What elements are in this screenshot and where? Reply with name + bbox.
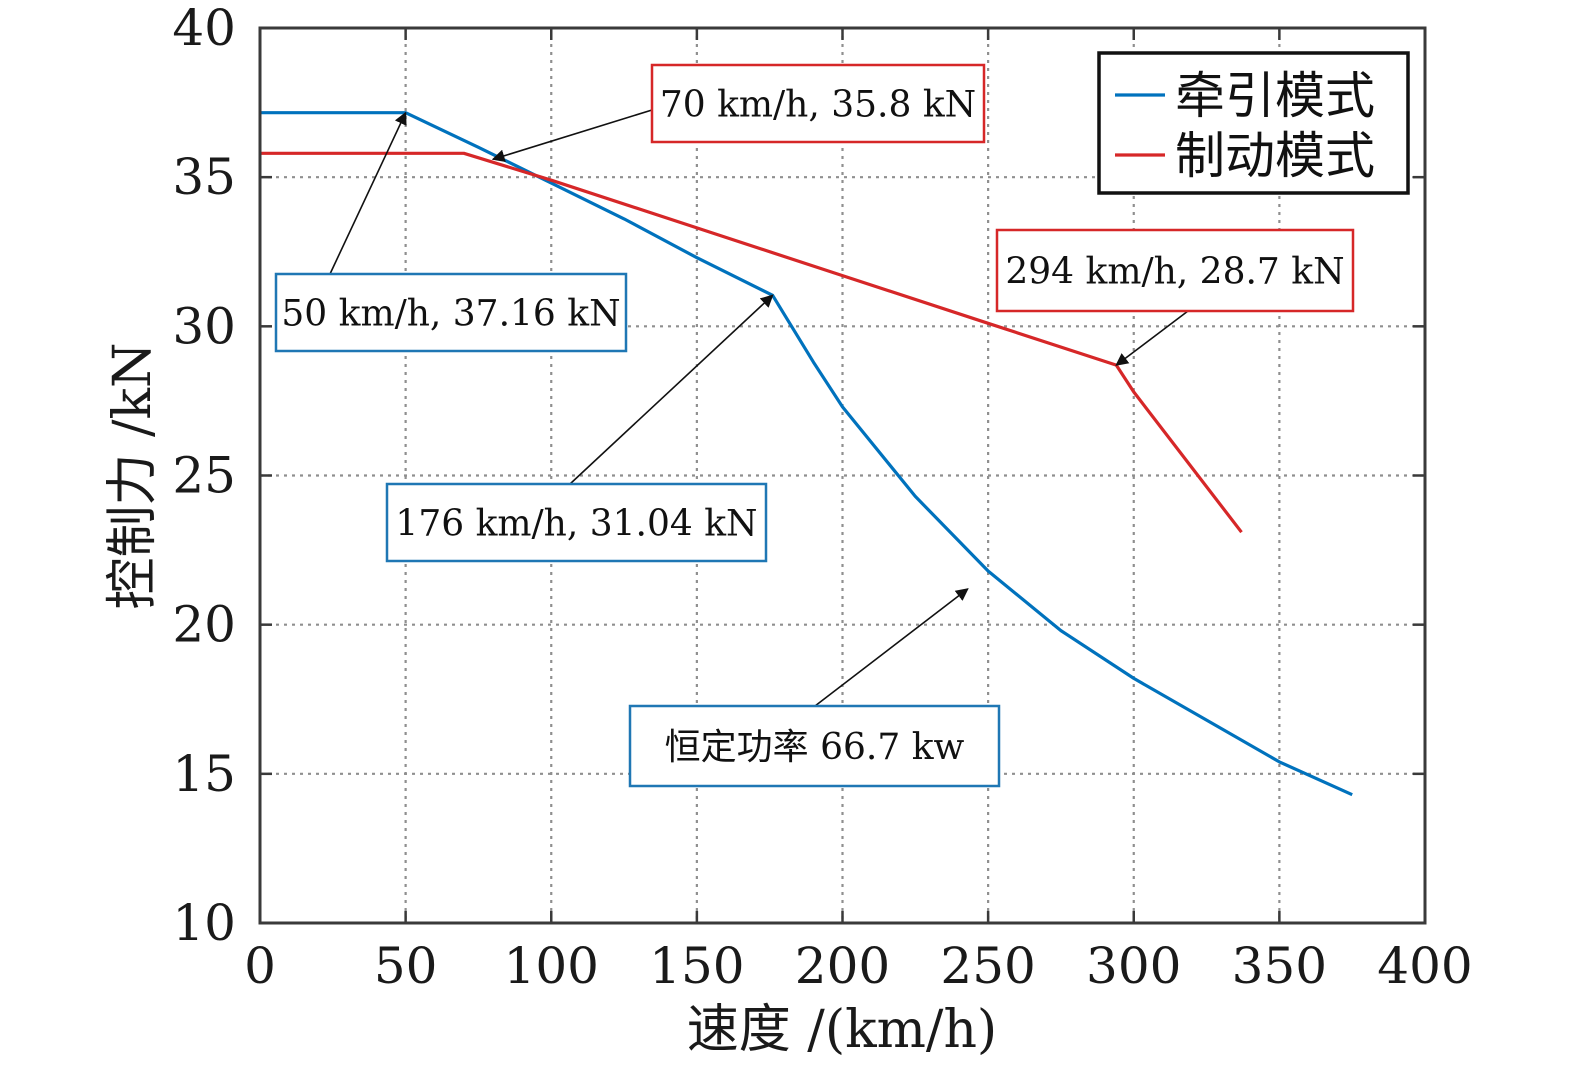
annotation-box	[650, 63, 986, 144]
annotation-label: 294 km/h, 28.7 kN	[1005, 252, 1344, 293]
annotation-label: 70 km/h, 35.8 kN	[660, 85, 976, 126]
x-tick-label: 150	[649, 937, 744, 995]
x-tick-label: 350	[1232, 937, 1327, 995]
y-tick-label: 40	[172, 0, 236, 57]
y-tick-label: 25	[172, 447, 236, 505]
annotation-label: 50 km/h, 37.16 kN	[281, 294, 620, 335]
annotation-arrow	[1115, 310, 1189, 366]
x-tick-label: 250	[940, 937, 1035, 995]
y-tick-label: 35	[172, 148, 236, 206]
x-tick-label: 0	[244, 937, 276, 995]
annotation-arrow	[814, 588, 969, 707]
x-tick-label: 400	[1377, 937, 1472, 995]
y-tick-label: 30	[172, 297, 236, 355]
series-line-traction	[260, 111, 1353, 797]
legend-label: 制动模式	[1175, 127, 1375, 185]
annotation-box	[274, 272, 628, 353]
annotation-layer: 70 km/h, 35.8 kN 50 km/h, 37.16 kN 294 km/…	[274, 63, 1355, 788]
tick-layer: 0 50 100 150 200 250 300 350 400 10 15 20 25 30 35 40	[172, 0, 1472, 995]
legend-box	[1097, 51, 1410, 195]
annotation-label: 恒定功率 66.7 kw	[665, 727, 965, 768]
annotation-arrow	[491, 109, 653, 162]
annotation-arrow	[569, 294, 774, 485]
x-tick-label: 300	[1086, 937, 1181, 995]
series-line-braking	[260, 151, 1243, 534]
legend-label: 牵引模式	[1175, 67, 1375, 125]
annotation-arrow	[329, 111, 407, 275]
annotation-box	[628, 704, 1001, 788]
y-tick-label: 15	[172, 745, 236, 803]
x-tick-label: 50	[374, 937, 438, 995]
x-tick-label: 100	[504, 937, 599, 995]
x-axis-title: 速度 /(km/h)	[687, 1000, 997, 1060]
y-tick-label: 10	[172, 894, 236, 952]
y-axis-title: 控制力 /kN	[103, 342, 163, 609]
annotation-box	[385, 482, 768, 563]
y-tick-label: 20	[172, 596, 236, 654]
annotation-box	[995, 228, 1355, 313]
annotation-label: 176 km/h, 31.04 kN	[395, 504, 757, 545]
x-tick-label: 200	[795, 937, 890, 995]
series-layer	[260, 111, 1353, 797]
